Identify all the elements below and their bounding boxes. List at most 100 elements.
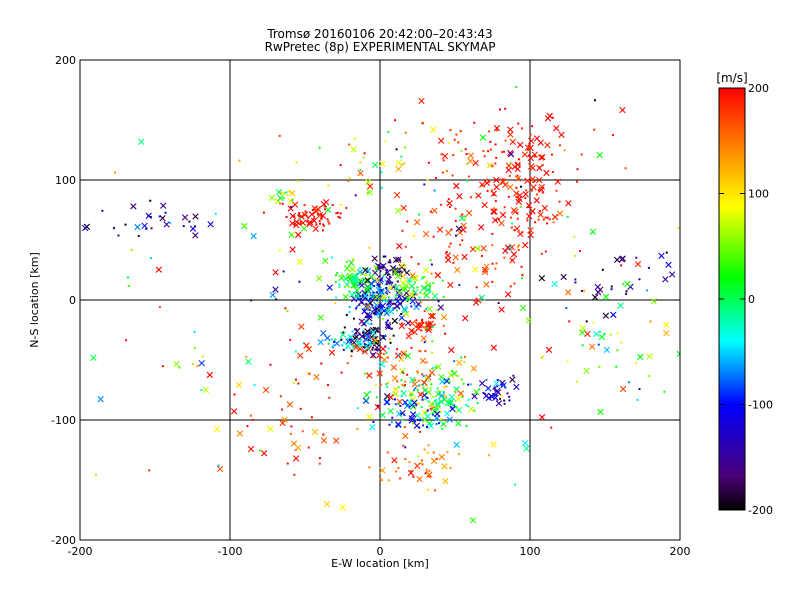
- data-point-dot-1226: [291, 198, 294, 201]
- data-point-dot-429: [425, 280, 428, 283]
- data-point-dot-721: [432, 235, 435, 238]
- data-point-dot-1117: [150, 227, 153, 230]
- data-point-x-455: [415, 325, 422, 332]
- data-point-dot-1215: [286, 193, 289, 196]
- data-point-x-804: [443, 410, 451, 417]
- data-point-dot-14: [373, 284, 376, 287]
- data-point-dot-1302: [217, 464, 220, 467]
- data-point-x-695: [453, 182, 460, 190]
- data-point-dot-573: [469, 196, 472, 199]
- data-point-dot-768: [473, 121, 476, 124]
- data-point-dot-345: [352, 346, 355, 349]
- data-point-dot-894: [465, 424, 468, 427]
- data-point-dot-968: [404, 446, 407, 449]
- data-point-dot-919: [402, 385, 405, 388]
- data-point-x-1436: [198, 359, 205, 367]
- data-point-dot-186: [392, 334, 395, 337]
- colorbar-ticks: -200 -100 0 100 200: [719, 82, 773, 517]
- data-point-dot-988: [506, 392, 509, 395]
- data-point-x-866: [434, 402, 442, 409]
- data-point-dot-483: [293, 215, 296, 218]
- data-point-dot-223: [348, 290, 351, 293]
- data-point-x-907: [446, 416, 453, 423]
- data-point-x-401: [399, 273, 407, 280]
- data-point-dot-348: [331, 346, 334, 349]
- data-point-x-1118: [141, 222, 148, 229]
- data-point-dot-497: [316, 213, 319, 216]
- data-point-x-727: [527, 227, 534, 234]
- data-point-dot-318: [389, 261, 392, 264]
- data-point-dot-288: [405, 271, 408, 274]
- data-point-dot-805: [463, 361, 466, 364]
- data-point-dot-1107: [403, 350, 406, 353]
- data-point-x-1468: [437, 304, 444, 311]
- data-point-x-1378: [90, 354, 97, 362]
- data-point-dot-242: [369, 285, 372, 288]
- data-point-x-184: [353, 327, 361, 335]
- data-point-dot-1080: [387, 356, 390, 359]
- data-point-dot-1490: [347, 179, 350, 182]
- data-point-dot-1381: [460, 356, 463, 359]
- data-point-dot-707: [494, 267, 497, 270]
- data-point-dot-123: [377, 283, 380, 286]
- data-point-dot-176: [362, 346, 365, 349]
- data-point-dot-1304: [339, 203, 342, 206]
- data-point-x-227: [343, 265, 351, 272]
- data-point-dot-364: [384, 335, 387, 338]
- data-point-dot-1191: [599, 330, 602, 333]
- data-point-dot-199: [361, 335, 364, 338]
- data-point-x-1236: [320, 437, 328, 444]
- data-point-dot-538: [481, 184, 484, 187]
- data-point-dot-1074: [350, 355, 353, 358]
- data-point-x-275: [348, 291, 356, 298]
- data-point-dot-1019: [428, 469, 431, 472]
- y-tick-label-3: 100: [55, 174, 76, 187]
- data-point-dot-542: [491, 164, 494, 167]
- data-point-x-110: [358, 298, 365, 306]
- data-point-dot-1201: [603, 332, 606, 335]
- data-point-x-1274: [366, 183, 374, 190]
- colorbar-tick-label-0: -200: [748, 504, 773, 517]
- data-point-dot-109: [386, 292, 389, 295]
- data-point-dot-1238: [281, 408, 284, 411]
- data-point-dot-333: [351, 330, 354, 333]
- data-point-x-1251: [297, 352, 304, 359]
- data-point-dot-847: [418, 379, 421, 382]
- data-point-x-950: [384, 399, 391, 406]
- data-point-dot-1091: [425, 361, 428, 364]
- data-point-x-526: [289, 220, 296, 227]
- data-point-dot-139: [348, 306, 351, 309]
- data-point-x-703: [475, 297, 482, 304]
- data-point-dot-1231: [297, 382, 300, 385]
- data-point-dot-385: [405, 279, 408, 282]
- data-point-x-1076: [376, 352, 383, 359]
- data-point-x-693: [465, 209, 473, 217]
- data-point-x-1262: [281, 416, 288, 423]
- data-point-dot-770: [551, 116, 554, 119]
- data-point-dot-1357: [193, 347, 196, 350]
- data-point-dot-283: [388, 259, 391, 262]
- data-point-x-1174: [597, 286, 604, 293]
- data-point-x-1241: [236, 430, 244, 437]
- data-point-dot-349: [362, 330, 365, 333]
- data-point-dot-1445: [286, 310, 289, 313]
- data-point-dot-354: [349, 335, 352, 338]
- data-point-x-1141: [134, 223, 141, 231]
- data-point-dot-1110: [382, 353, 385, 356]
- data-point-dot-935: [416, 418, 419, 421]
- data-point-x-658: [479, 181, 486, 188]
- data-point-dot-937: [413, 420, 416, 423]
- data-point-dot-787: [418, 384, 421, 387]
- data-point-x-1433: [323, 500, 331, 508]
- data-point-dot-749: [503, 150, 506, 153]
- data-point-x-255: [373, 293, 381, 301]
- data-point-x-1407: [366, 312, 373, 319]
- data-point-dot-906: [431, 367, 434, 370]
- data-point-x-832: [447, 400, 454, 407]
- data-point-x-760: [539, 153, 546, 161]
- data-point-x-1213: [268, 194, 276, 202]
- data-point-x-530: [490, 208, 497, 215]
- data-point-x-1491: [545, 346, 553, 354]
- data-point-x-581: [535, 177, 543, 184]
- data-point-dot-753: [455, 133, 458, 136]
